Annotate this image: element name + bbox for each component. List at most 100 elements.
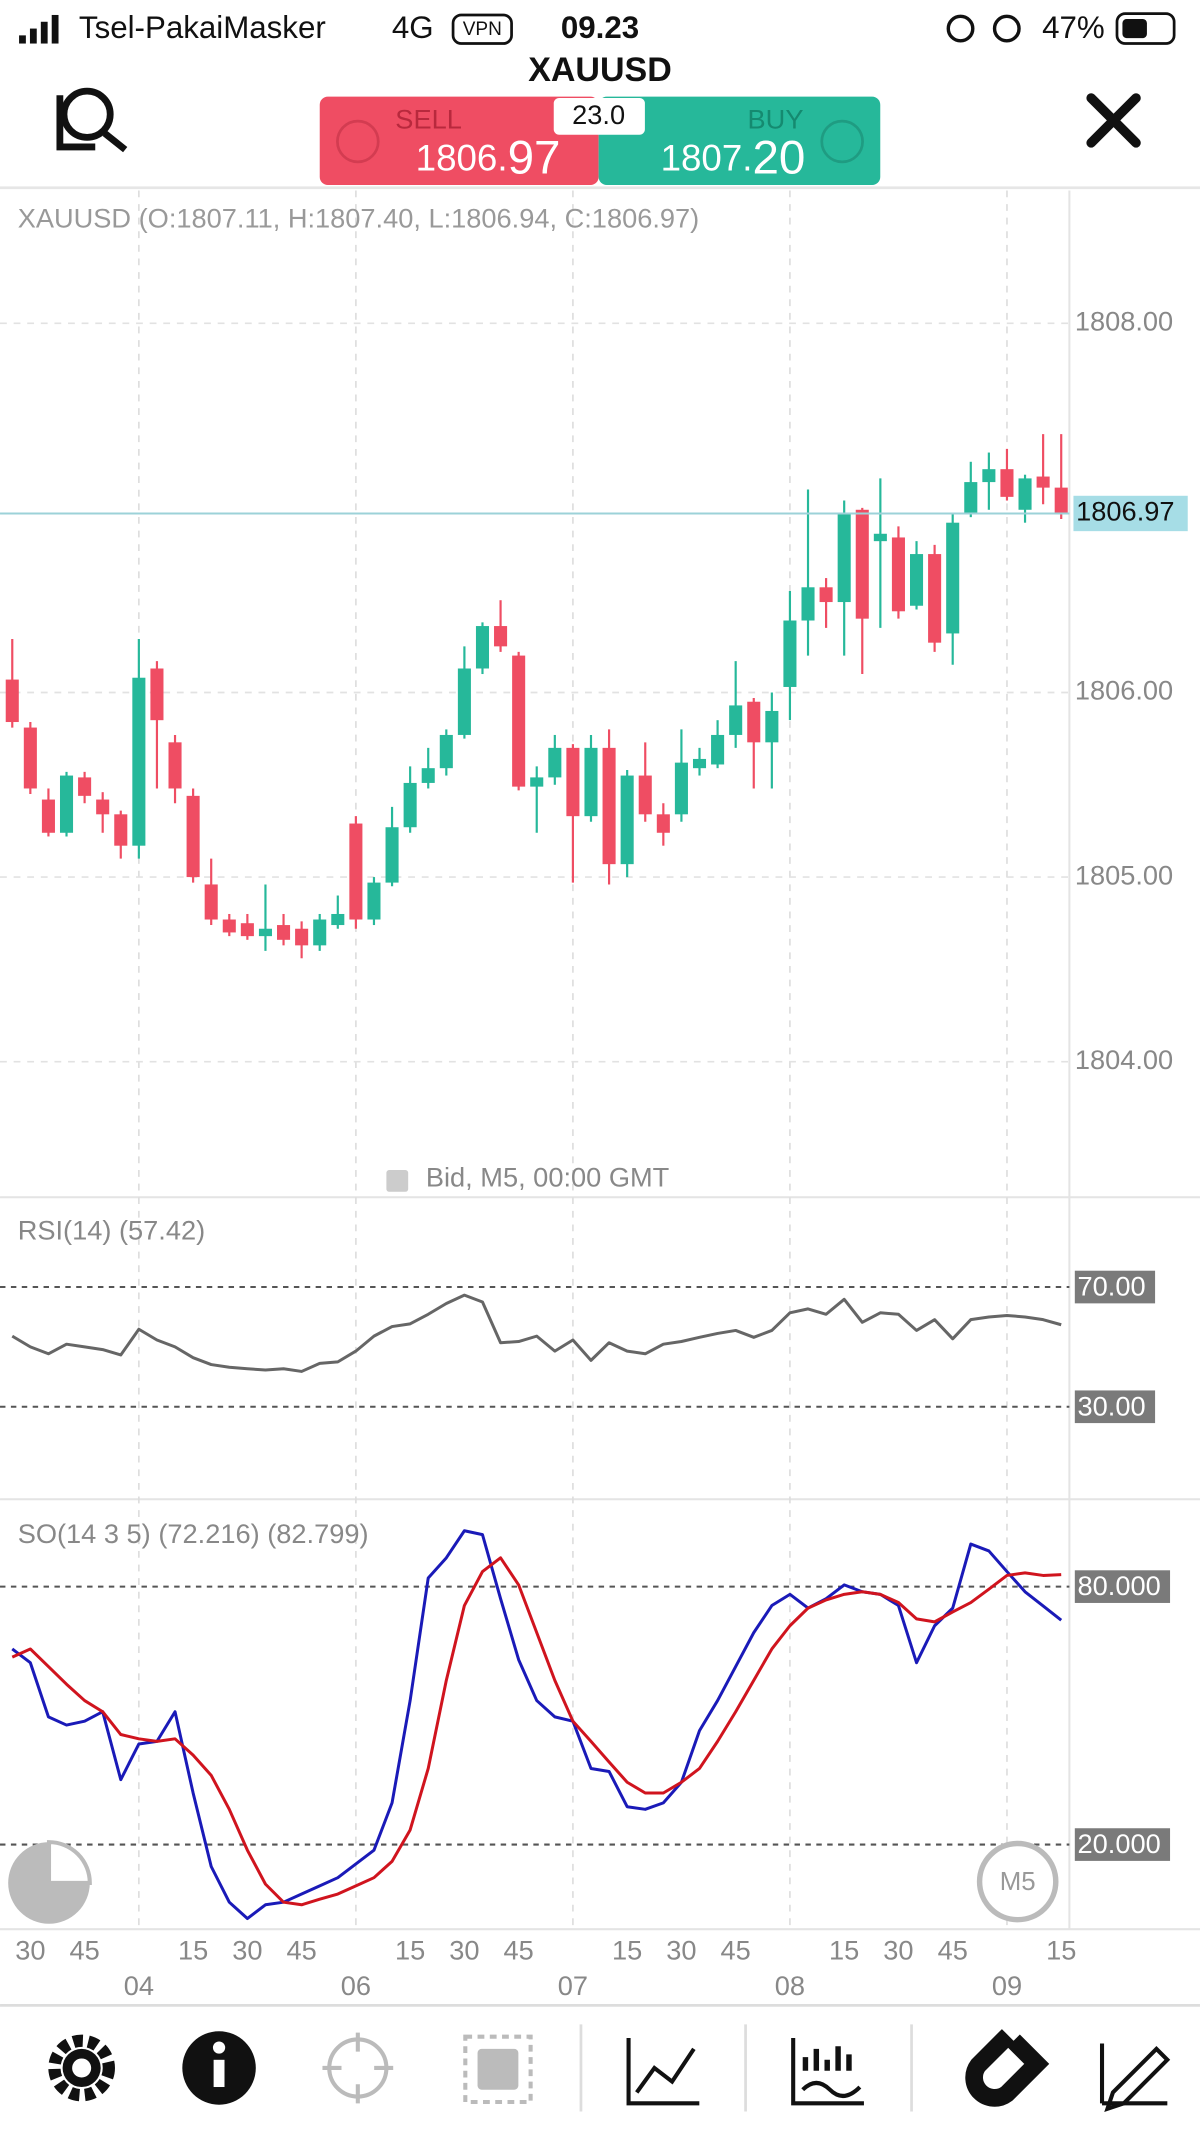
y-tick-label: 1804.00 bbox=[1075, 1044, 1173, 1075]
level-box bbox=[1074, 1390, 1156, 1424]
select-button[interactable] bbox=[463, 2034, 533, 2105]
time-label: 30 bbox=[449, 1935, 479, 1966]
network: 4G bbox=[392, 10, 434, 45]
candle-body bbox=[891, 537, 905, 612]
select-frame[interactable] bbox=[463, 2034, 533, 2105]
candle-body bbox=[765, 710, 779, 743]
pie-slice[interactable] bbox=[46, 1840, 92, 1885]
buy-label: BUY bbox=[748, 103, 804, 134]
buy-price-pips: 20 bbox=[752, 131, 805, 184]
timeframe-circle[interactable] bbox=[976, 1840, 1059, 1923]
signal-bar bbox=[29, 28, 37, 44]
magnet-button[interactable] bbox=[965, 2029, 1050, 2107]
candle-body bbox=[928, 554, 942, 643]
gear-hole[interactable] bbox=[72, 2058, 92, 2078]
candle-body bbox=[439, 734, 453, 769]
sell-circle bbox=[336, 119, 380, 164]
grid bbox=[0, 190, 1200, 1931]
chart-icon[interactable] bbox=[56, 95, 96, 151]
search-icon[interactable] bbox=[60, 87, 114, 141]
time-label: 15 bbox=[612, 1935, 642, 1966]
candle-body bbox=[1054, 487, 1068, 514]
time-label: 30 bbox=[15, 1935, 45, 1966]
candle-body bbox=[277, 925, 291, 940]
indicator-line-button[interactable] bbox=[626, 2038, 700, 2106]
time-label: 45 bbox=[69, 1935, 99, 1966]
level-label: 70.00 bbox=[1078, 1271, 1146, 1302]
battery-level bbox=[1122, 19, 1147, 39]
sell-button[interactable]: SELL 1806.97 bbox=[319, 96, 599, 186]
search-button[interactable] bbox=[56, 87, 128, 153]
buy-button[interactable]: BUY 1807.20 bbox=[598, 96, 881, 186]
level-box bbox=[1074, 1570, 1171, 1603]
battery bbox=[1115, 12, 1176, 45]
rsi-label: RSI(14) (57.42) bbox=[18, 1215, 206, 1246]
time-label: 15 bbox=[178, 1935, 208, 1966]
axes-icon[interactable] bbox=[791, 2038, 864, 2106]
sell-bg[interactable] bbox=[319, 96, 599, 186]
time-label: 45 bbox=[286, 1935, 316, 1966]
day-label: 07 bbox=[558, 1970, 588, 2001]
candle-body bbox=[132, 677, 146, 846]
candle-body bbox=[674, 762, 688, 815]
crosshair-button[interactable] bbox=[322, 2032, 394, 2104]
candle-body bbox=[837, 513, 851, 603]
buy-bg[interactable] bbox=[598, 96, 881, 186]
candle-body bbox=[530, 777, 544, 787]
level-label: 20.000 bbox=[1078, 1828, 1161, 1859]
axes-icon[interactable] bbox=[1099, 2043, 1168, 2106]
candle-body bbox=[457, 668, 471, 735]
search-handle[interactable] bbox=[102, 130, 128, 153]
candle-body bbox=[5, 679, 19, 723]
candle-body bbox=[747, 701, 761, 743]
indicator-osc-button[interactable] bbox=[791, 2038, 864, 2106]
candle-body bbox=[59, 775, 74, 833]
time-label: 30 bbox=[666, 1935, 696, 1966]
draw-button[interactable] bbox=[1099, 2043, 1171, 2113]
crosshair-lines[interactable] bbox=[322, 2032, 394, 2104]
time-label: 15 bbox=[395, 1935, 425, 1966]
axes-icon[interactable] bbox=[626, 2038, 700, 2106]
symbol-title: XAUUSD bbox=[528, 51, 672, 89]
info-dot[interactable] bbox=[212, 2041, 226, 2054]
pencil-icon[interactable] bbox=[1104, 2046, 1171, 2113]
day-label: 04 bbox=[124, 1970, 154, 2001]
candle-body bbox=[385, 827, 399, 883]
magnet-icon[interactable] bbox=[965, 2029, 1050, 2107]
info-button[interactable] bbox=[182, 2031, 256, 2105]
candle-body bbox=[78, 777, 92, 796]
signal-bar bbox=[51, 14, 59, 44]
settings-button[interactable] bbox=[48, 2034, 115, 2102]
level-label: 30.00 bbox=[1078, 1390, 1146, 1421]
status-bar: Tsel-PakaiMasker 4G VPN 09.23 47% bbox=[19, 10, 1176, 45]
y-tick-label: 1808.00 bbox=[1075, 306, 1173, 337]
chart-type-button[interactable] bbox=[8, 1840, 92, 1924]
candle-body bbox=[873, 533, 887, 542]
current-price-label: 1806.97 bbox=[1076, 496, 1174, 527]
sell-label: SELL bbox=[395, 103, 462, 134]
timeframe-label[interactable]: M5 bbox=[1000, 1868, 1036, 1896]
so-label: SO(14 3 5) (72.216) (82.799) bbox=[18, 1518, 369, 1549]
gear-teeth[interactable] bbox=[48, 2034, 115, 2102]
line-icon[interactable] bbox=[635, 2047, 696, 2094]
select-fill[interactable] bbox=[477, 2048, 519, 2090]
candle-body bbox=[23, 727, 37, 789]
candle-body bbox=[584, 747, 598, 817]
wave-icon[interactable] bbox=[801, 2080, 862, 2098]
close-button[interactable] bbox=[1086, 93, 1141, 148]
info-i[interactable] bbox=[213, 2059, 225, 2088]
buy-price-main: 1807. bbox=[661, 137, 753, 178]
buy-price: 1807.20 bbox=[661, 131, 806, 184]
timeframe-button[interactable]: M5 bbox=[976, 1840, 1059, 1923]
plots: 04 06 07 08 09 30 45 15 30 45 15 30 45 15 30 45 15 30 45 15… bbox=[0, 306, 1188, 2001]
candle-body bbox=[855, 509, 869, 619]
candle-body bbox=[656, 814, 670, 833]
current-price-box bbox=[1073, 495, 1188, 532]
candle-body bbox=[475, 626, 490, 669]
time-label: 45 bbox=[721, 1935, 751, 1966]
candle-body bbox=[801, 587, 815, 621]
y-tick-label: 1805.00 bbox=[1075, 859, 1173, 890]
close-icon[interactable] bbox=[1086, 93, 1141, 148]
day-label: 08 bbox=[775, 1970, 805, 2001]
bars-icon[interactable] bbox=[802, 2046, 852, 2071]
